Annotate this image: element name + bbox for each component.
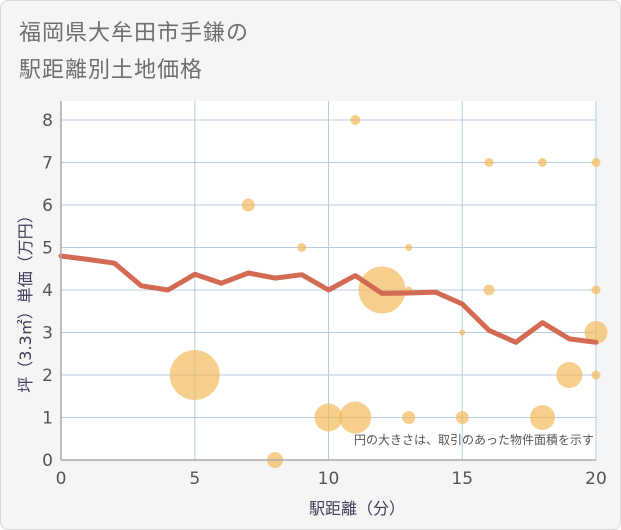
y-tick-label-6: 6 xyxy=(42,196,53,216)
y-tick-label-5: 5 xyxy=(42,239,53,259)
bubble-10 xyxy=(402,411,416,424)
bubble-18 xyxy=(591,158,601,167)
bubble-size-note: 円の大きさは、取引のあった物件面積を示す xyxy=(354,432,594,447)
x-tick-labels: 0 5 10 15 20 xyxy=(56,469,607,489)
bubble-16 xyxy=(530,405,555,430)
bubble-3 xyxy=(297,243,307,252)
bubble-5 xyxy=(350,115,361,125)
y-tick-label-2: 2 xyxy=(42,366,53,386)
bubble-15 xyxy=(538,158,547,167)
bubble-20 xyxy=(584,321,608,344)
bubble-7 xyxy=(358,266,406,314)
y-tick-label-1: 1 xyxy=(42,409,53,429)
bubble-6 xyxy=(339,401,372,434)
bubble-11 xyxy=(459,329,466,336)
bubble-17 xyxy=(556,362,583,388)
y-tick-label-3: 3 xyxy=(42,324,53,344)
bubble-21 xyxy=(591,370,601,380)
x-tick-label-0: 0 xyxy=(56,469,67,489)
chart-title-line1: 福岡県大牟田市手鎌の xyxy=(19,21,250,46)
bubble-layer xyxy=(169,115,608,468)
y-tick-label-0: 0 xyxy=(42,451,53,471)
average-price-line xyxy=(58,253,599,345)
y-tick-labels: 0 1 2 3 4 5 6 7 8 xyxy=(42,111,53,471)
chart-title-line2: 駅距離別土地価格 xyxy=(19,58,204,83)
bubble-8 xyxy=(405,244,413,251)
chart-title: 福岡県大牟田市手鎌の 駅距離別土地価格 xyxy=(19,15,439,89)
bubble-0 xyxy=(169,350,220,400)
y-tick-label-8: 8 xyxy=(42,111,53,131)
y-tick-label-7: 7 xyxy=(42,154,53,174)
axes xyxy=(60,101,596,461)
bubble-13 xyxy=(484,158,494,167)
y-axis-label: 坪（3.3㎡）単価（万円） xyxy=(16,207,35,392)
x-tick-label-20: 20 xyxy=(585,469,607,489)
y-tick-label-4: 4 xyxy=(42,281,53,301)
x-tick-label-5: 5 xyxy=(189,469,200,489)
bubble-19 xyxy=(591,285,601,295)
bubble-12 xyxy=(455,411,469,424)
bubble-4 xyxy=(314,403,343,432)
x-tick-label-15: 15 xyxy=(451,469,473,489)
bubble-14 xyxy=(483,284,495,296)
x-axis-label: 駅距離（分） xyxy=(309,499,405,518)
x-tick-label-10: 10 xyxy=(318,469,340,489)
bubble-1 xyxy=(241,198,255,212)
